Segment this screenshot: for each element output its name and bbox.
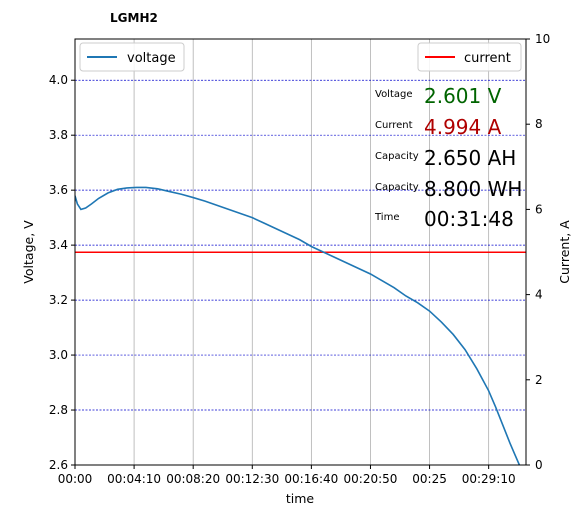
y-tick-label: 3.6 xyxy=(49,183,68,197)
y2-tick-label: 4 xyxy=(535,288,543,302)
y2-tick-label: 6 xyxy=(535,202,543,216)
stat-current-value: 4.994 A xyxy=(424,115,502,139)
legend-current-box xyxy=(417,42,522,72)
x-axis-title: time xyxy=(286,491,315,506)
voltage-series-line xyxy=(75,186,521,465)
stat-time-value: 00:31:48 xyxy=(424,207,514,231)
x-tick-label: 00:08:20 xyxy=(166,472,220,486)
x-tick-label: 00:12:30 xyxy=(225,472,279,486)
y2-axis-ticks: 0 2 4 6 8 10 xyxy=(526,32,550,472)
y-tick-label: 2.8 xyxy=(49,403,68,417)
stat-voltage-label: Voltage xyxy=(375,89,413,100)
legend-voltage-label: voltage xyxy=(127,51,176,66)
legend-current: current xyxy=(417,42,522,72)
stats-panel: Voltage 2.601 V Current 4.994 A Capacity… xyxy=(374,84,522,231)
y2-axis-title: Current, A xyxy=(557,220,572,284)
stat-capacity-wh-label: Capacity xyxy=(375,182,419,193)
y-axis-title: Voltage, V xyxy=(21,220,36,284)
x-axis-ticks: 00:00 00:04:10 00:08:20 00:12:30 00:16:40 00:… xyxy=(58,465,516,486)
y2-tick-label: 10 xyxy=(535,32,550,46)
y-tick-label: 3.0 xyxy=(49,348,68,362)
stat-time-label: Time xyxy=(374,212,399,223)
y-tick-label: 2.6 xyxy=(49,458,68,472)
y2-tick-label: 8 xyxy=(535,117,543,131)
legend-voltage: voltage xyxy=(79,42,185,72)
legend-voltage-box xyxy=(79,42,185,72)
plot-frame xyxy=(74,38,527,466)
stat-voltage-value: 2.601 V xyxy=(424,84,502,108)
stat-capacity-ah-label: Capacity xyxy=(375,151,419,162)
stat-current-label: Current xyxy=(375,120,413,131)
chart-title: LGMH2 xyxy=(110,11,158,25)
x-tick-label: 00:29:10 xyxy=(462,472,516,486)
x-tick-label: 00:20:50 xyxy=(344,472,398,486)
y-tick-label: 3.2 xyxy=(49,293,68,307)
legend-current-label: current xyxy=(464,51,511,66)
y-tick-label: 4.0 xyxy=(49,73,68,87)
y-tick-label: 3.4 xyxy=(49,238,68,252)
x-tick-label: 00:16:40 xyxy=(284,472,338,486)
x-tick-label: 00:00 xyxy=(58,472,93,486)
x-tick-label: 00:04:10 xyxy=(107,472,161,486)
x-tick-label: 00:25 xyxy=(412,472,447,486)
y-tick-label: 3.8 xyxy=(49,128,68,142)
y-axis-ticks: 2.6 2.8 3.0 3.2 3.4 3.6 3.8 4.0 xyxy=(49,73,75,472)
stat-capacity-wh-value: 8.800 WH xyxy=(424,177,522,201)
y2-tick-label: 2 xyxy=(535,373,543,387)
stat-capacity-ah-value: 2.650 AH xyxy=(424,146,516,170)
y2-tick-label: 0 xyxy=(535,458,543,472)
